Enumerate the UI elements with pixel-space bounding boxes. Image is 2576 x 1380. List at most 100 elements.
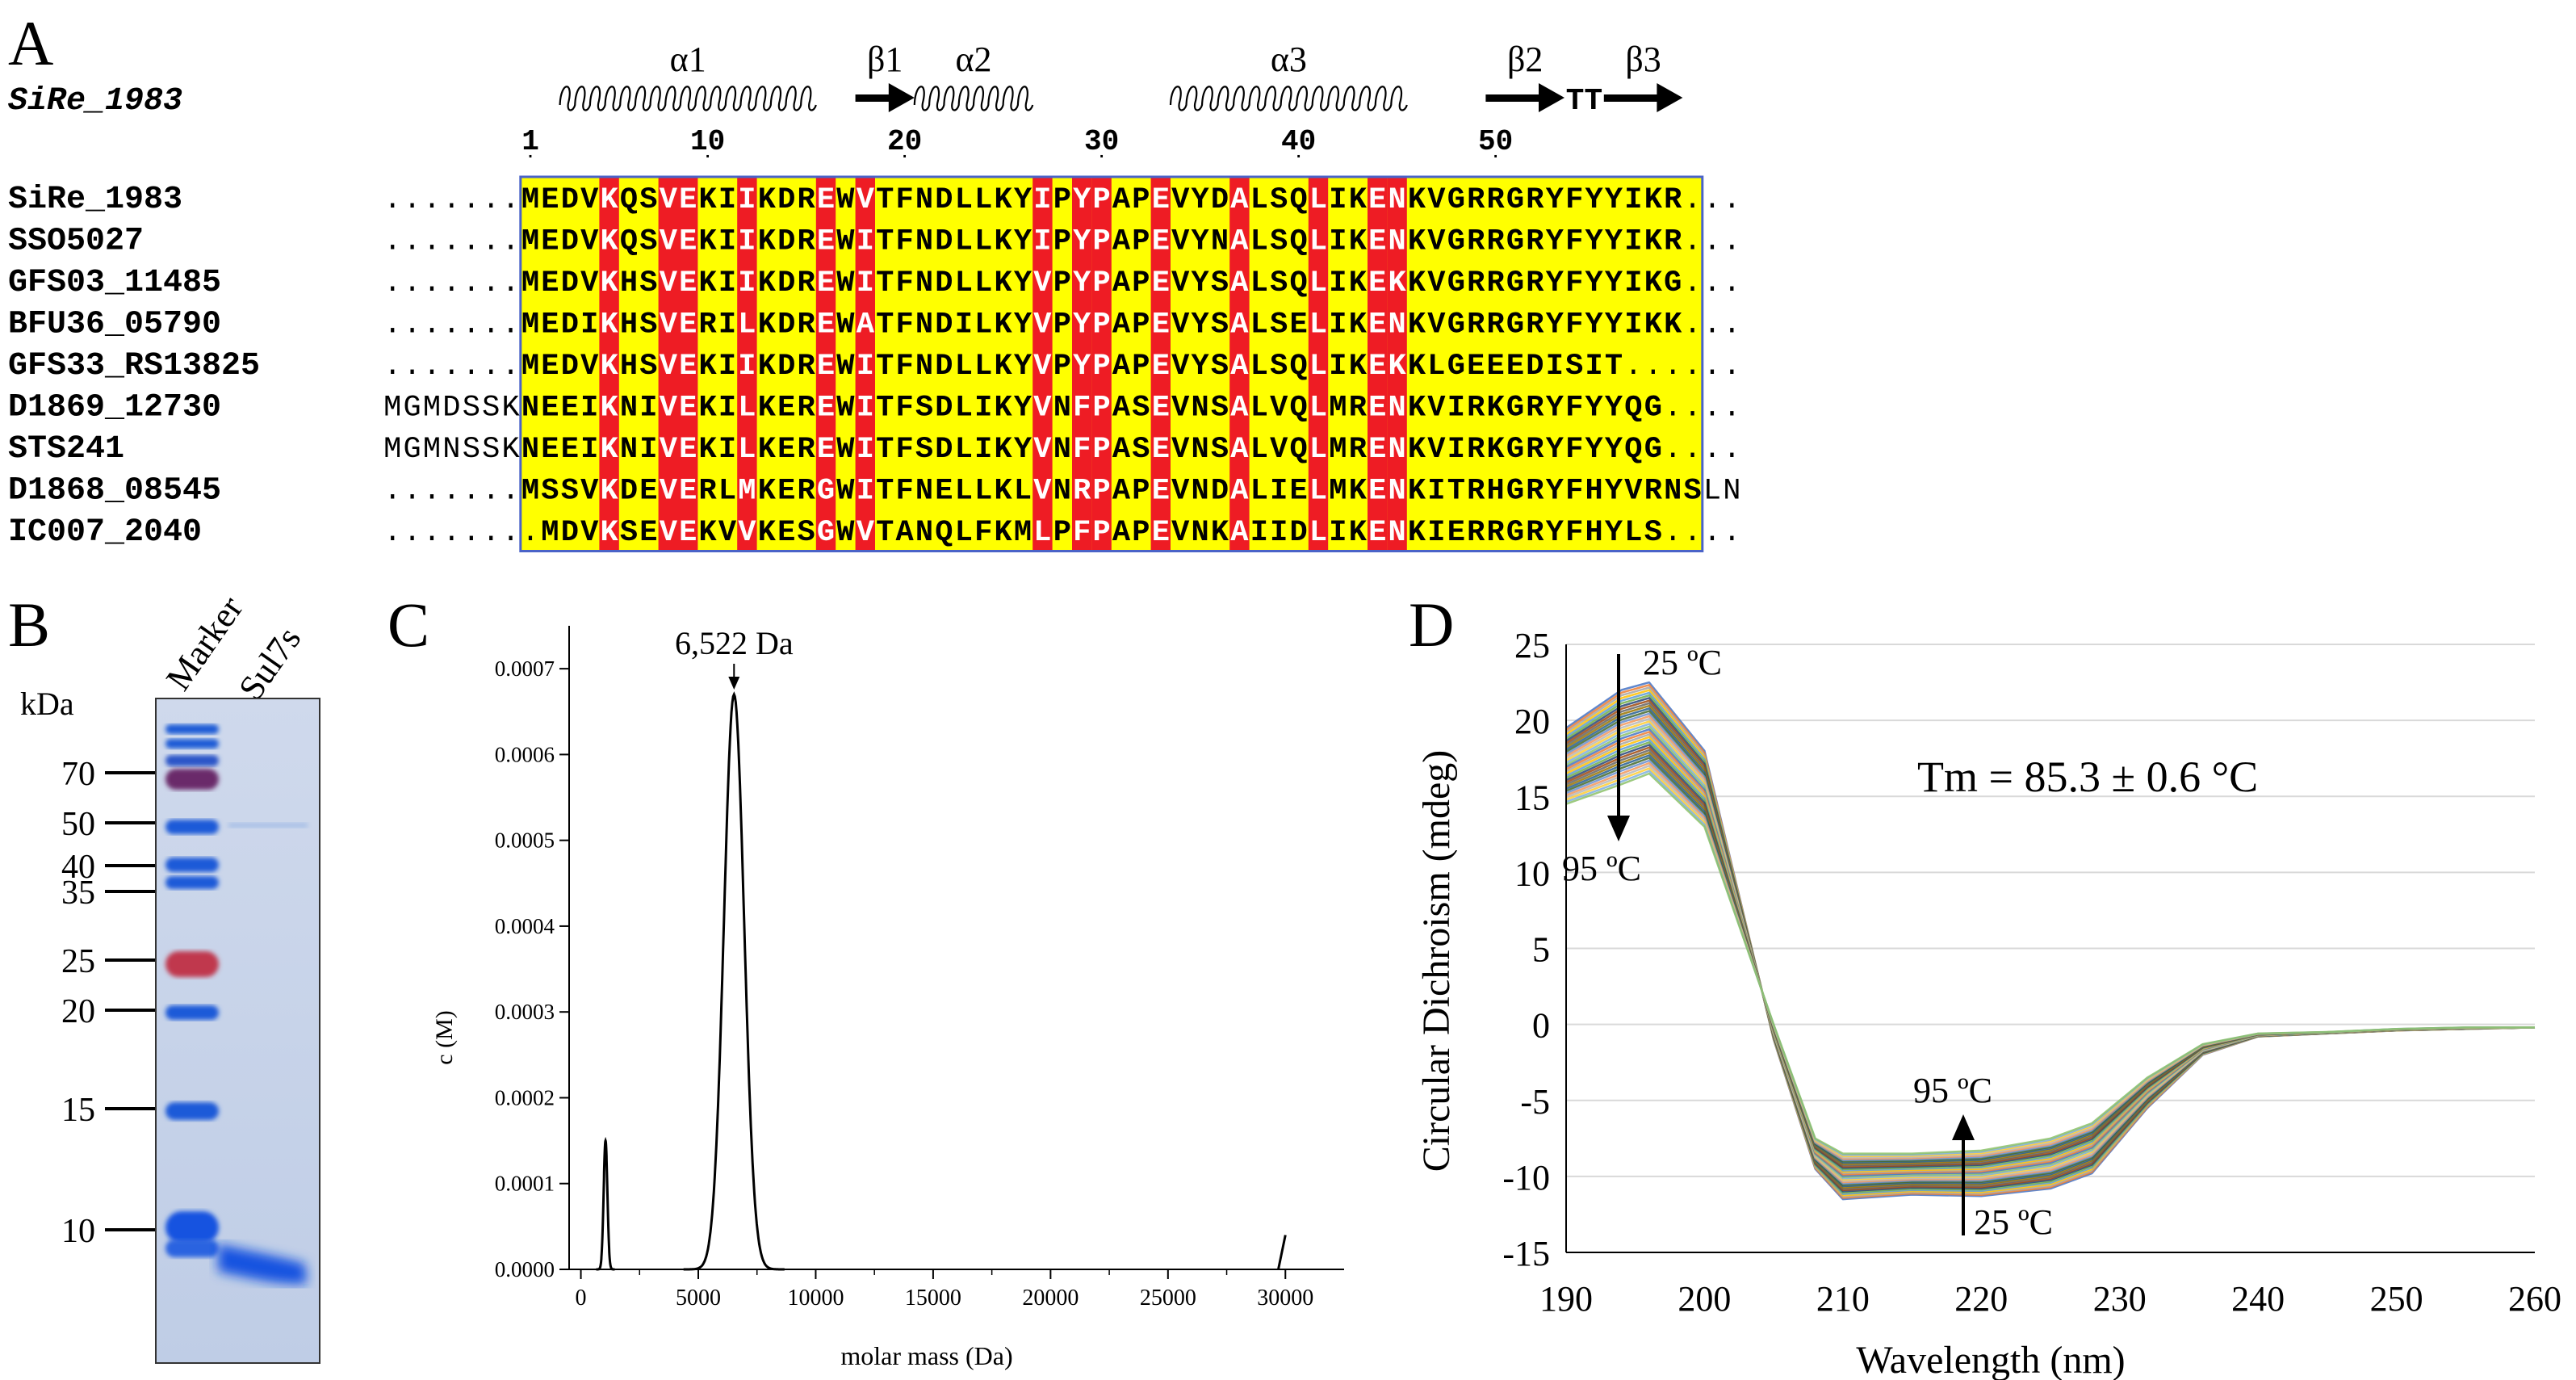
alignment-conserved-column — [599, 177, 619, 552]
residue: N — [1053, 475, 1071, 509]
residue: S — [541, 475, 559, 509]
residue: P — [1132, 183, 1150, 217]
residue: Y — [1585, 433, 1603, 467]
residue: N — [1388, 433, 1405, 467]
residue: K — [758, 308, 777, 342]
ss-strand — [1603, 94, 1659, 102]
residue: E — [1368, 225, 1386, 259]
residue: L — [1309, 350, 1327, 384]
residue: G — [403, 433, 421, 467]
residue: N — [915, 475, 933, 509]
residue: . — [1703, 433, 1721, 467]
residue: E — [1152, 225, 1170, 259]
residue: . — [1723, 183, 1740, 217]
residue: . — [463, 183, 480, 217]
residue: V — [1427, 266, 1446, 300]
residue: D — [935, 350, 953, 384]
residue: P — [1092, 266, 1110, 300]
alignment-title: SiRe_1983 — [8, 83, 182, 120]
residue: V — [1171, 183, 1190, 217]
residue: K — [698, 392, 717, 426]
residue: . — [482, 183, 500, 217]
ruler-dot: . — [526, 145, 535, 163]
residue: I — [580, 433, 598, 467]
alignment-conserved-column — [737, 177, 757, 552]
panel-label-d: D — [1409, 589, 1454, 660]
alignment-conserved-column — [1229, 177, 1250, 552]
residue: S — [1270, 308, 1288, 342]
residue: . — [403, 350, 421, 384]
residue: K — [1349, 308, 1368, 342]
residue: V — [660, 516, 678, 550]
residue: E — [1152, 350, 1170, 384]
residue: Y — [1014, 266, 1032, 300]
residue: K — [501, 392, 520, 426]
residue: R — [1526, 475, 1544, 509]
residue: N — [1211, 225, 1229, 259]
residue: P — [1132, 475, 1150, 509]
chart-d-axes: -15 -10 -5 0 5 10 15 20 25 190 200 210 220 230 240 250 2… — [1502, 626, 2561, 1319]
residue: E — [1152, 475, 1170, 509]
residue: S — [639, 266, 657, 300]
residue: G — [817, 516, 835, 550]
ss-helix — [913, 86, 1034, 111]
residue: I — [1546, 350, 1564, 384]
residue: . — [463, 516, 480, 550]
residue: Y — [1546, 475, 1564, 509]
residue: . — [501, 225, 519, 259]
residue: P — [1092, 183, 1110, 217]
residue: V — [1171, 516, 1190, 550]
residue: L — [1309, 392, 1327, 426]
chart-d-y-tick-label: 20 — [1514, 702, 1550, 741]
residue: A — [1230, 516, 1249, 550]
residue: Y — [1605, 183, 1623, 217]
residue: N — [1388, 516, 1405, 550]
residue: T — [876, 392, 894, 426]
residue: Q — [1624, 392, 1642, 426]
ruler-dot: . — [1294, 145, 1304, 163]
chart-cd-spectra: Circular Dichroism (mdeg) Wavelength (nm… — [1415, 626, 2561, 1380]
gel-marker-label: 10 — [61, 1213, 95, 1250]
residue: Y — [1605, 433, 1623, 467]
residue: I — [738, 350, 756, 384]
residue: R — [1467, 183, 1485, 217]
residue: I — [1447, 392, 1465, 426]
residue: . — [1624, 350, 1642, 384]
residue: Y — [1191, 308, 1209, 342]
residue: E — [1289, 475, 1307, 509]
residue: Q — [620, 183, 638, 217]
residue: E — [1486, 350, 1504, 384]
residue: I — [974, 433, 992, 467]
residue: Y — [1546, 392, 1564, 426]
residue: E — [777, 516, 795, 550]
residue: . — [1703, 266, 1721, 300]
residue: F — [1073, 516, 1091, 550]
residue: Q — [1289, 433, 1307, 467]
residue: R — [1664, 183, 1682, 217]
residue: Q — [935, 516, 953, 550]
residue: Y — [1073, 350, 1091, 384]
residue: I — [1624, 266, 1642, 300]
residue: K — [1408, 183, 1426, 217]
residue: . — [1683, 516, 1701, 550]
residue: S — [1683, 475, 1701, 509]
residue: L — [974, 183, 992, 217]
residue: M — [738, 475, 756, 509]
residue: . — [463, 475, 480, 509]
residue: K — [994, 266, 1012, 300]
chart-c-peak-2 — [683, 691, 785, 1271]
residue: . — [482, 266, 500, 300]
chart-c-series — [596, 664, 1287, 1271]
residue: E — [541, 308, 559, 342]
residue: L — [1250, 475, 1268, 509]
residue: R — [1467, 266, 1485, 300]
ruler-dot: . — [1491, 145, 1501, 163]
residue: E — [541, 266, 559, 300]
residue: S — [1270, 266, 1288, 300]
residue: S — [639, 350, 657, 384]
residue: M — [1014, 516, 1032, 550]
chart-d-y-tick-label: 0 — [1532, 1006, 1550, 1046]
chart-c-y-tick-label: 0.0001 — [495, 1172, 555, 1196]
residue: L — [718, 475, 736, 509]
residue: D — [777, 350, 795, 384]
